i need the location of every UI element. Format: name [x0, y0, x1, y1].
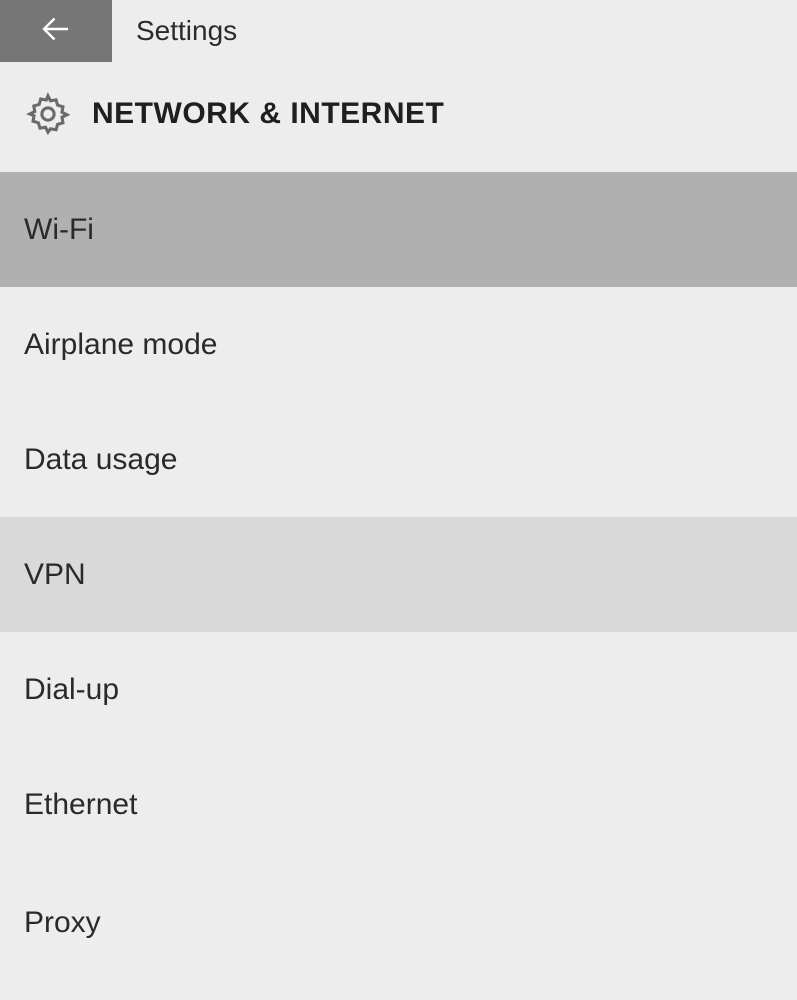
gear-icon [24, 90, 72, 138]
nav-item-proxy[interactable]: Proxy [0, 862, 797, 940]
nav-item-label: Ethernet [24, 788, 137, 822]
nav-list: Wi-Fi Airplane mode Data usage VPN Dial-… [0, 172, 797, 940]
nav-item-label: Dial-up [24, 673, 119, 707]
nav-item-label: Wi-Fi [24, 213, 94, 247]
nav-item-ethernet[interactable]: Ethernet [0, 747, 797, 862]
nav-item-label: VPN [24, 558, 86, 592]
back-arrow-icon [38, 11, 74, 52]
nav-item-label: Proxy [24, 906, 101, 940]
nav-item-vpn[interactable]: VPN [0, 517, 797, 632]
nav-item-label: Data usage [24, 443, 177, 477]
category-title: NETWORK & INTERNET [92, 97, 444, 131]
category-header: NETWORK & INTERNET [0, 62, 797, 172]
nav-item-wifi[interactable]: Wi-Fi [0, 172, 797, 287]
nav-item-airplane-mode[interactable]: Airplane mode [0, 287, 797, 402]
titlebar: Settings [0, 0, 797, 62]
nav-item-data-usage[interactable]: Data usage [0, 402, 797, 517]
nav-item-dial-up[interactable]: Dial-up [0, 632, 797, 747]
titlebar-title: Settings [136, 15, 237, 47]
nav-item-label: Airplane mode [24, 328, 217, 362]
back-button[interactable] [0, 0, 112, 62]
